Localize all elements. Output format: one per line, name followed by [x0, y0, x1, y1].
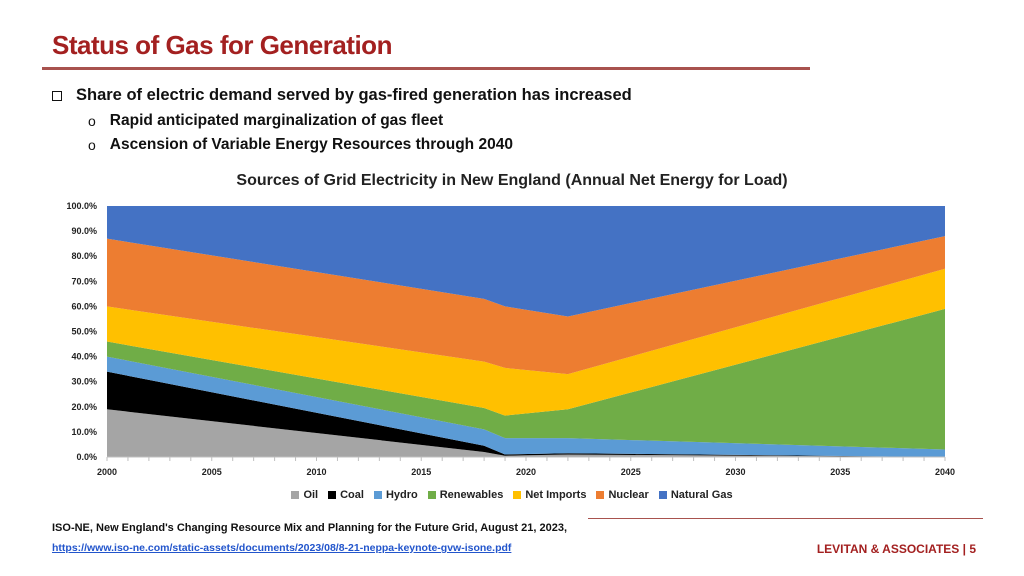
legend-swatch: [658, 491, 667, 499]
main-bullet-text: Share of electric demand served by gas-f…: [76, 86, 632, 104]
sub-bullet-2-text: Ascension of Variable Energy Resources t…: [109, 136, 513, 153]
x-tick-label: 2000: [97, 467, 117, 477]
footer-label: LEVITAN & ASSOCIATES | 5: [816, 542, 976, 556]
legend-item: Hydro: [373, 489, 418, 501]
legend-item: Oil: [291, 489, 318, 501]
area-nuclear: [107, 236, 945, 375]
y-tick-label: 30.0%: [71, 377, 97, 387]
legend-label: Renewables: [439, 489, 504, 501]
y-tick-label: 80.0%: [71, 251, 97, 261]
circle-bullet-icon: o: [88, 137, 96, 153]
legend-label: Nuclear: [608, 489, 649, 501]
source-citation: ISO-NE, New England's Changing Resource …: [52, 522, 568, 534]
legend-item: Net Imports: [513, 489, 586, 501]
x-tick-label: 2040: [935, 467, 955, 477]
legend-item: Natural Gas: [658, 489, 733, 501]
area-oil: [107, 409, 945, 457]
sub-bullet-2: o Ascension of Variable Energy Resources…: [88, 136, 513, 154]
sub-bullet-1-text: Rapid anticipated marginalization of gas…: [109, 112, 444, 129]
legend-label: Coal: [340, 489, 364, 501]
x-tick-label: 2035: [830, 467, 850, 477]
x-tick-label: 2030: [725, 467, 745, 477]
sub-bullet-1: o Rapid anticipated marginalization of g…: [88, 112, 443, 130]
legend-swatch: [328, 491, 337, 499]
legend-item: Nuclear: [596, 489, 649, 501]
y-tick-label: 0.0%: [76, 452, 97, 462]
main-bullet: Share of electric demand served by gas-f…: [52, 86, 632, 105]
square-bullet-icon: [52, 90, 62, 101]
x-tick-label: 2025: [621, 467, 641, 477]
y-tick-label: 20.0%: [71, 402, 97, 412]
x-tick-label: 2020: [516, 467, 536, 477]
y-tick-label: 50.0%: [71, 327, 97, 337]
legend-swatch: [427, 491, 436, 499]
legend-swatch: [596, 491, 605, 499]
y-tick-label: 10.0%: [71, 427, 97, 437]
legend-label: Net Imports: [525, 489, 587, 501]
slide-title: Status of Gas for Generation: [52, 30, 392, 60]
source-link[interactable]: https://www.iso-ne.com/static-assets/doc…: [52, 542, 512, 554]
x-tick-label: 2010: [306, 467, 326, 477]
legend-item: Renewables: [427, 489, 504, 501]
y-tick-label: 100.0%: [66, 201, 97, 211]
title-divider: [42, 67, 810, 70]
legend-swatch: [291, 491, 300, 499]
legend-label: Natural Gas: [670, 489, 733, 501]
legend-swatch: [513, 491, 522, 499]
area-coal: [107, 371, 945, 457]
x-tick-label: 2015: [411, 467, 431, 477]
area-renewables: [107, 308, 945, 450]
chart-legend: Oil Coal Hydro Renewables Net Imports Nuclear…: [0, 489, 1024, 501]
footer-divider: [588, 518, 983, 519]
x-tick-label: 2005: [202, 467, 222, 477]
legend-label: Hydro: [385, 489, 418, 501]
legend-label: Oil: [303, 489, 319, 501]
chart-title: Sources of Grid Electricity in New Engla…: [236, 172, 788, 189]
legend-swatch: [373, 491, 382, 499]
y-tick-label: 90.0%: [71, 226, 97, 236]
area-natural-gas: [107, 206, 945, 317]
area-net-imports: [107, 268, 945, 416]
y-tick-label: 60.0%: [71, 301, 97, 311]
y-tick-label: 40.0%: [71, 352, 97, 362]
circle-bullet-icon: o: [88, 113, 96, 129]
legend-item: Coal: [328, 489, 364, 501]
y-tick-label: 70.0%: [71, 276, 97, 286]
